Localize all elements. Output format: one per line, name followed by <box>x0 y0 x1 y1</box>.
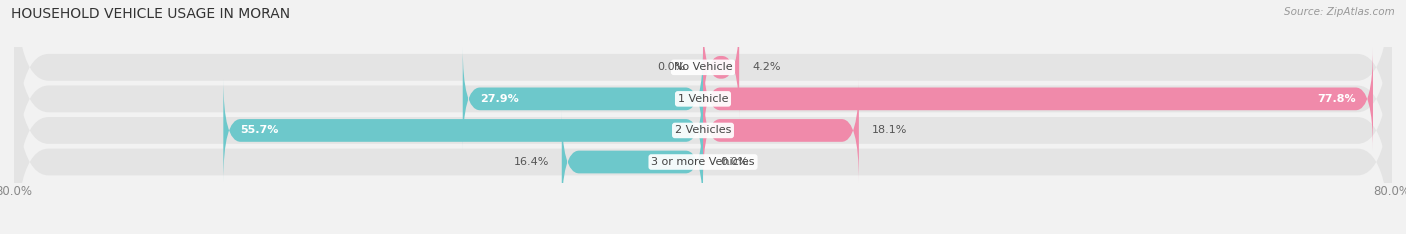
Text: 1 Vehicle: 1 Vehicle <box>678 94 728 104</box>
Text: 0.0%: 0.0% <box>658 62 686 72</box>
FancyBboxPatch shape <box>14 49 1392 234</box>
FancyBboxPatch shape <box>703 79 859 182</box>
FancyBboxPatch shape <box>14 0 1392 212</box>
Text: 4.2%: 4.2% <box>752 62 780 72</box>
Text: 0.0%: 0.0% <box>720 157 748 167</box>
FancyBboxPatch shape <box>562 110 703 214</box>
Text: 18.1%: 18.1% <box>872 125 907 135</box>
Text: 55.7%: 55.7% <box>240 125 278 135</box>
Text: HOUSEHOLD VEHICLE USAGE IN MORAN: HOUSEHOLD VEHICLE USAGE IN MORAN <box>11 7 291 21</box>
FancyBboxPatch shape <box>703 15 740 119</box>
Text: 77.8%: 77.8% <box>1317 94 1355 104</box>
FancyBboxPatch shape <box>14 0 1392 180</box>
FancyBboxPatch shape <box>14 18 1392 234</box>
Text: 16.4%: 16.4% <box>513 157 548 167</box>
FancyBboxPatch shape <box>463 47 703 151</box>
Text: No Vehicle: No Vehicle <box>673 62 733 72</box>
Text: 3 or more Vehicles: 3 or more Vehicles <box>651 157 755 167</box>
Text: 2 Vehicles: 2 Vehicles <box>675 125 731 135</box>
Text: 27.9%: 27.9% <box>479 94 519 104</box>
Text: Source: ZipAtlas.com: Source: ZipAtlas.com <box>1284 7 1395 17</box>
FancyBboxPatch shape <box>703 47 1374 151</box>
FancyBboxPatch shape <box>224 79 703 182</box>
